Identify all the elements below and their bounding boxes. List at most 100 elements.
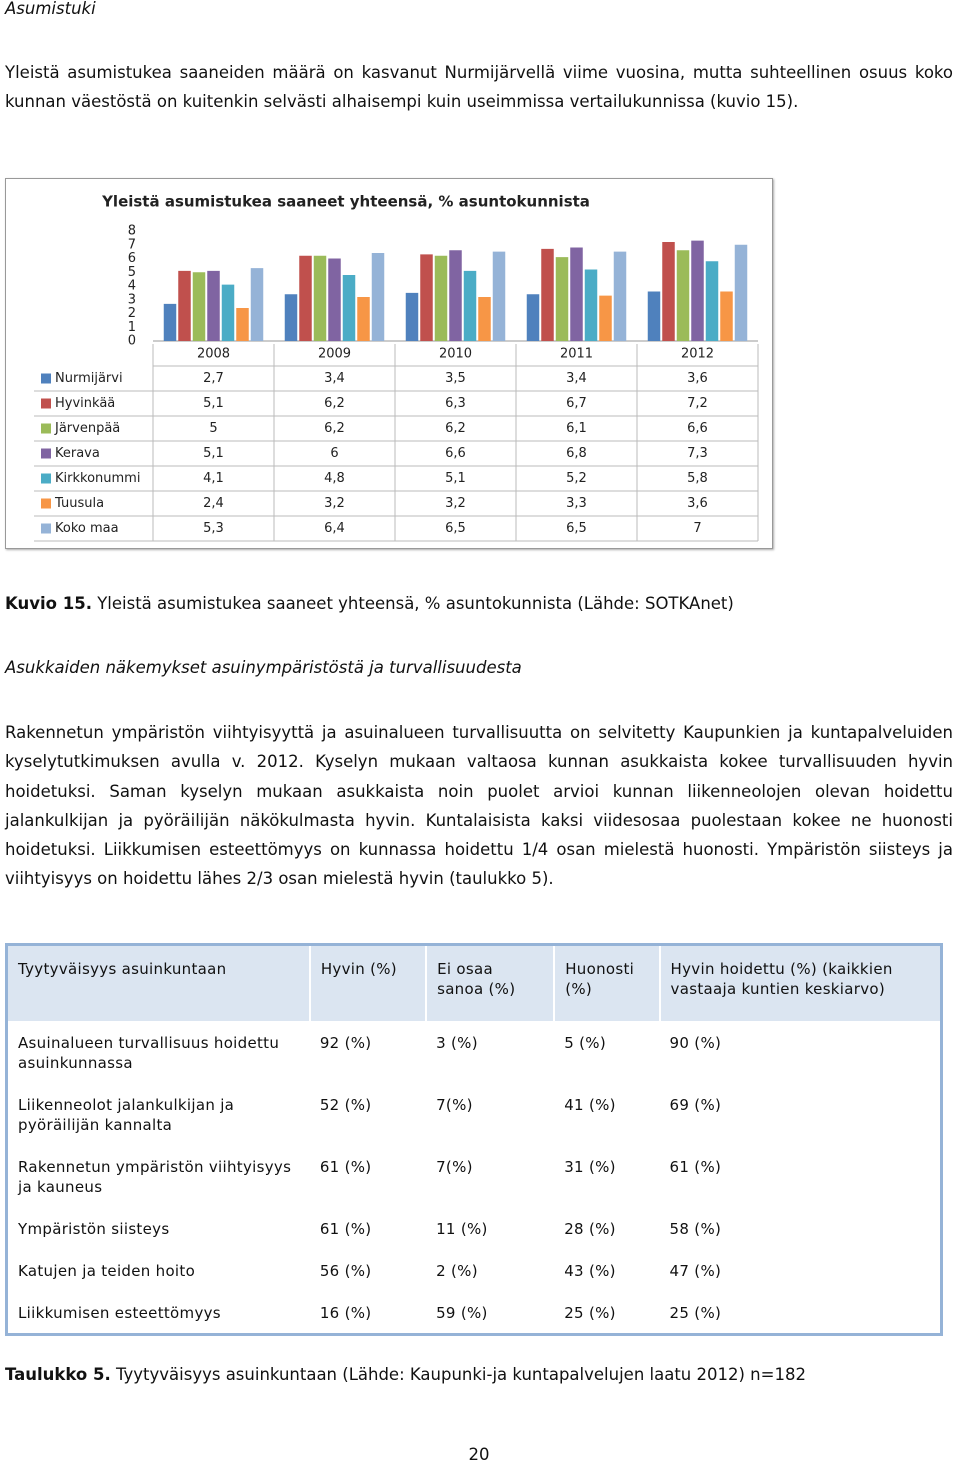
- bar: [599, 295, 612, 341]
- table-cell: 90 (%): [669, 1034, 722, 1052]
- data-table-value: 2,7: [203, 371, 224, 386]
- y-tick-label: 2: [128, 306, 136, 321]
- bar: [236, 308, 249, 341]
- bar: [328, 258, 341, 341]
- table-cell: 25 (%): [669, 1304, 722, 1322]
- table-cell: 2 (%): [436, 1262, 478, 1280]
- legend-label: Kerava: [55, 446, 100, 461]
- table-cell: 52 (%): [319, 1096, 372, 1114]
- x-tick-label: 2010: [439, 347, 472, 362]
- chart: Yleistä asumistukea saaneet yhteensä, % …: [34, 193, 759, 542]
- table-cell: 92 (%): [319, 1034, 372, 1052]
- legend-label: Hyvinkää: [55, 396, 115, 411]
- table-cell: 41 (%): [564, 1096, 616, 1114]
- y-tick-label: 4: [128, 279, 136, 294]
- page-number: 20: [468, 1445, 490, 1464]
- paragraph: Yleistä asumistukea saaneiden määrä on k…: [5, 63, 953, 112]
- data-table-value: 5,2: [566, 471, 587, 486]
- data-table-value: 5,3: [203, 521, 224, 536]
- data-table-value: 3,6: [687, 371, 708, 386]
- legend-label: Järvenpää: [54, 421, 120, 436]
- table-cell: 11 (%): [436, 1220, 488, 1238]
- data-table-value: 5,1: [203, 446, 224, 461]
- x-tick-label: 2012: [681, 347, 714, 362]
- legend-swatch: [41, 473, 51, 484]
- table-cell: 7(%): [436, 1096, 473, 1114]
- table-cell: 59 (%): [436, 1304, 488, 1322]
- table-row: Rakennetun ympäristön viihtyisyys ja kau…: [7, 1145, 942, 1207]
- data-table-value: 6,4: [324, 521, 345, 536]
- bar: [647, 291, 661, 341]
- data-table-value: 6,6: [687, 421, 708, 436]
- bar: [463, 270, 477, 341]
- data-table-value: 3,6: [687, 496, 708, 511]
- table-cell: Ympäristön siisteys: [18, 1220, 170, 1238]
- heading: Asumistuki: [5, 0, 96, 18]
- data-table-value: 7,3: [687, 446, 708, 461]
- legend-swatch: [41, 448, 51, 459]
- data-table-value: 6,3: [445, 396, 466, 411]
- table-cell: 16 (%): [319, 1304, 372, 1322]
- table-cell: 5 (%): [564, 1034, 606, 1052]
- x-tick-label: 2009: [318, 347, 351, 362]
- table-cell: 58 (%): [669, 1220, 722, 1238]
- data-table-value: 3,2: [324, 496, 345, 511]
- header-cell: Huonosti (%): [554, 944, 661, 1021]
- data-table-value: 6,7: [566, 396, 587, 411]
- legend-label: Nurmijärvi: [55, 371, 123, 386]
- data-table-value: 6,5: [445, 521, 466, 536]
- data-table-value: 5,1: [203, 396, 224, 411]
- bar: [163, 303, 177, 341]
- bar: [434, 255, 448, 341]
- x-tick-label: 2008: [197, 347, 230, 362]
- data-table-value: 6,2: [445, 421, 466, 436]
- table-cell: 43 (%): [564, 1262, 616, 1280]
- figure: Yleistä asumistukea saaneet yhteensä, % …: [5, 178, 773, 549]
- caption-text: Yleistä asumistukea saaneet yhteensä, % …: [97, 594, 734, 613]
- table-row: Ympäristön siisteys 61 (%) 11 (%) 28 (%) 58 …: [7, 1207, 942, 1249]
- data-table-value: 5: [209, 421, 217, 436]
- table-cell: 7(%): [436, 1158, 473, 1176]
- bar: [705, 261, 719, 341]
- bar: [207, 270, 220, 341]
- bar: [449, 250, 462, 341]
- bar: [720, 291, 733, 341]
- data-table-value: 7,2: [687, 396, 708, 411]
- table-cell: 47 (%): [669, 1262, 722, 1280]
- data-table-value: 3,3: [566, 496, 587, 511]
- legend-label: Kirkkonummi: [55, 471, 140, 486]
- table-cell: 56 (%): [319, 1262, 372, 1280]
- table-cell: Katujen ja teiden hoito: [18, 1262, 196, 1280]
- data-table-value: 5,8: [687, 471, 708, 486]
- y-tick-label: 6: [128, 251, 136, 266]
- table-row: Liikkumisen esteettömyys 16 (%) 59 (%) 25 (…: [7, 1291, 942, 1335]
- header-cell: Hyvin hoidettu (%) (kaikkien vastaaja ku…: [659, 944, 943, 1021]
- header-cell: Ei osaa sanoa (%): [426, 944, 556, 1021]
- bar: [250, 268, 264, 341]
- data-table-value: 6,8: [566, 446, 587, 461]
- table-cell: 3 (%): [436, 1034, 478, 1052]
- y-tick-label: 7: [128, 237, 136, 252]
- legend-swatch: [41, 398, 51, 409]
- table-cell: 61 (%): [319, 1220, 372, 1238]
- caption-text: Tyytyväisyys asuinkuntaan (Lähde: Kaupun…: [116, 1365, 806, 1384]
- legend-swatch: [41, 523, 51, 534]
- bar: [584, 269, 598, 341]
- table-row: Katujen ja teiden hoito 56 (%) 2 (%) 43 (%)…: [7, 1249, 942, 1291]
- table-cell: 61 (%): [319, 1158, 372, 1176]
- bar: [613, 251, 627, 341]
- paragraph: Rakennetun ympäristön viihtyisyyttä ja a…: [5, 723, 953, 889]
- legend-swatch: [41, 373, 51, 384]
- bar: [662, 242, 675, 341]
- figure-caption: Kuvio 15. Yleistä asumistukea saaneet yh…: [5, 589, 953, 618]
- table-row: Asuinalueen turvallisuus hoidettu asuink…: [7, 1021, 942, 1083]
- header-cell: Hyvin (%): [309, 944, 428, 1021]
- data-table-value: 6,2: [324, 396, 345, 411]
- bar: [192, 272, 206, 341]
- legend-label: Koko maa: [55, 521, 119, 536]
- table-cell: 61 (%): [669, 1158, 722, 1176]
- table-cell: Asuinalueen turvallisuus hoidettu asuink…: [18, 1034, 280, 1072]
- bar: [526, 294, 540, 341]
- data-table-value: 6,5: [566, 521, 587, 536]
